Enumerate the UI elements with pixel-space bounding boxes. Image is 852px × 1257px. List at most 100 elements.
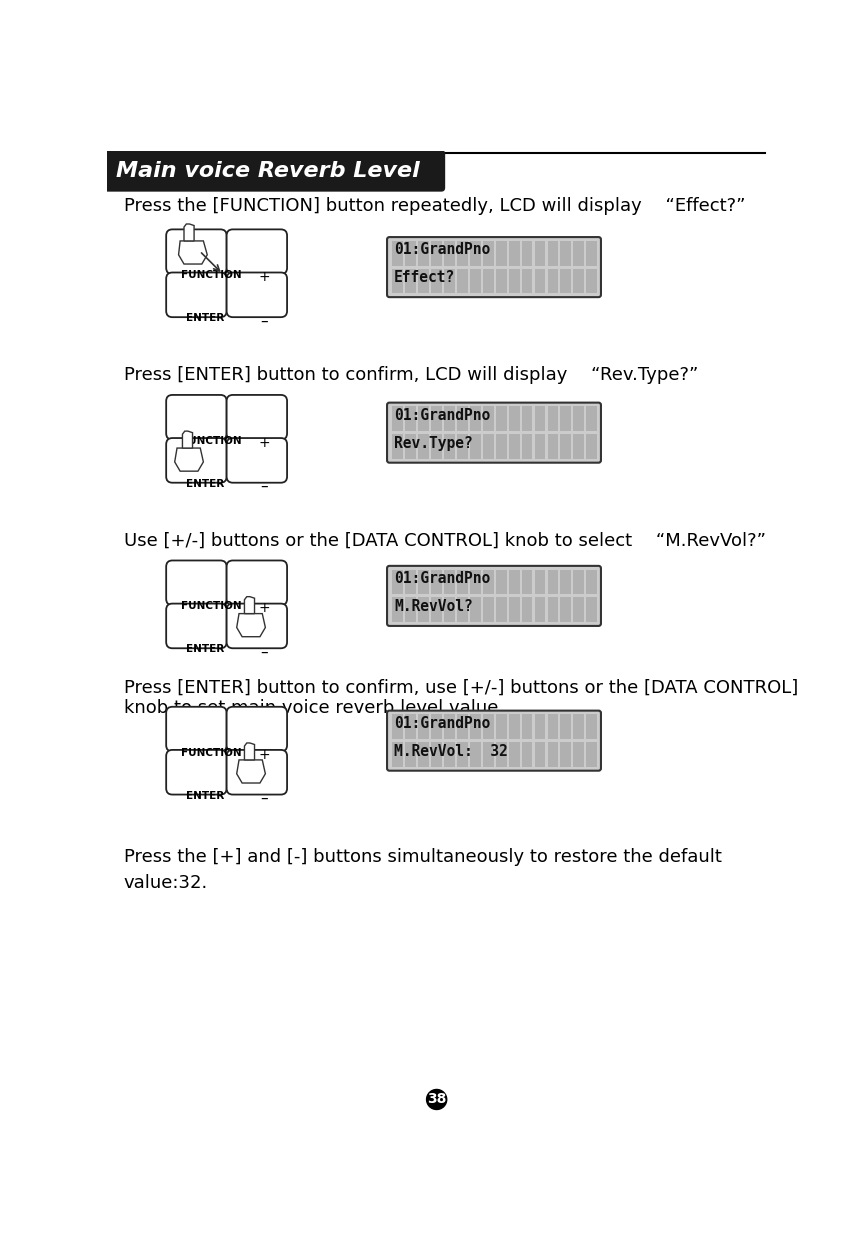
Bar xyxy=(521,569,532,595)
Bar xyxy=(534,714,545,739)
Bar xyxy=(548,569,558,595)
Bar xyxy=(496,269,507,293)
Text: FUNCTION: FUNCTION xyxy=(181,436,241,446)
Text: –: – xyxy=(261,479,268,494)
Bar xyxy=(444,241,455,265)
Bar xyxy=(561,269,571,293)
Text: –: – xyxy=(261,313,268,328)
Bar xyxy=(444,742,455,767)
Bar xyxy=(548,241,558,265)
Bar xyxy=(470,406,481,431)
Bar xyxy=(573,241,584,265)
Text: –: – xyxy=(261,645,268,660)
Bar xyxy=(561,241,571,265)
FancyBboxPatch shape xyxy=(227,750,287,794)
Bar xyxy=(457,742,468,767)
Bar xyxy=(470,569,481,595)
Bar xyxy=(418,406,429,431)
FancyBboxPatch shape xyxy=(166,603,227,649)
Bar xyxy=(534,269,545,293)
Polygon shape xyxy=(184,224,194,241)
Text: Press [ENTER] button to confirm, use [+/-] buttons or the [DATA CONTROL]
knob to: Press [ENTER] button to confirm, use [+/… xyxy=(124,679,797,716)
Bar xyxy=(483,742,493,767)
Text: Main voice Reverb Level: Main voice Reverb Level xyxy=(116,161,419,181)
Text: Press [ENTER] button to confirm, LCD will display  “Rev.Type?”: Press [ENTER] button to confirm, LCD wil… xyxy=(124,367,698,385)
FancyBboxPatch shape xyxy=(387,566,601,626)
Bar xyxy=(496,742,507,767)
Bar xyxy=(483,569,493,595)
Text: ENTER: ENTER xyxy=(186,791,224,801)
Text: +: + xyxy=(258,601,270,615)
Text: 01:GrandPno: 01:GrandPno xyxy=(394,409,490,424)
Bar xyxy=(521,241,532,265)
Text: Use [+/-] buttons or the [DATA CONTROL] knob to select  “M.RevVol?”: Use [+/-] buttons or the [DATA CONTROL] … xyxy=(124,532,766,551)
Text: 01:GrandPno: 01:GrandPno xyxy=(394,571,490,586)
Bar xyxy=(548,714,558,739)
Bar xyxy=(483,406,493,431)
FancyBboxPatch shape xyxy=(166,437,227,483)
Bar xyxy=(521,269,532,293)
Bar xyxy=(418,434,429,459)
Text: ENTER: ENTER xyxy=(186,479,224,489)
Polygon shape xyxy=(182,431,193,447)
Circle shape xyxy=(427,1090,446,1110)
Bar xyxy=(483,597,493,622)
Bar xyxy=(509,714,520,739)
Bar xyxy=(457,241,468,265)
FancyBboxPatch shape xyxy=(104,150,446,191)
Bar xyxy=(393,241,403,265)
Text: –: – xyxy=(261,791,268,806)
Bar xyxy=(406,269,416,293)
FancyBboxPatch shape xyxy=(227,273,287,317)
Bar xyxy=(431,406,442,431)
Bar xyxy=(586,714,597,739)
Text: M.RevVol?: M.RevVol? xyxy=(394,600,473,613)
Bar xyxy=(393,269,403,293)
Bar xyxy=(470,597,481,622)
Bar xyxy=(548,434,558,459)
Bar xyxy=(521,714,532,739)
FancyBboxPatch shape xyxy=(166,706,227,752)
FancyBboxPatch shape xyxy=(227,561,287,605)
FancyBboxPatch shape xyxy=(166,750,227,794)
Bar xyxy=(431,269,442,293)
FancyBboxPatch shape xyxy=(166,273,227,317)
Bar xyxy=(521,742,532,767)
Text: +: + xyxy=(258,436,270,450)
Bar xyxy=(393,597,403,622)
Bar xyxy=(444,269,455,293)
FancyBboxPatch shape xyxy=(387,710,601,771)
Bar xyxy=(406,406,416,431)
Bar xyxy=(496,241,507,265)
Bar xyxy=(393,434,403,459)
Bar xyxy=(561,597,571,622)
Bar xyxy=(586,269,597,293)
Bar xyxy=(444,406,455,431)
FancyBboxPatch shape xyxy=(227,229,287,274)
Text: 01:GrandPno: 01:GrandPno xyxy=(394,716,490,732)
Bar xyxy=(521,406,532,431)
Bar xyxy=(496,569,507,595)
Bar xyxy=(586,406,597,431)
Bar xyxy=(548,742,558,767)
Bar xyxy=(548,406,558,431)
Bar xyxy=(393,569,403,595)
Bar xyxy=(586,241,597,265)
Text: M.RevVol:  32: M.RevVol: 32 xyxy=(394,744,508,759)
Text: 38: 38 xyxy=(427,1092,446,1106)
Bar xyxy=(509,569,520,595)
Bar xyxy=(496,714,507,739)
FancyBboxPatch shape xyxy=(387,402,601,463)
Bar xyxy=(406,714,416,739)
Bar xyxy=(418,714,429,739)
Bar xyxy=(509,269,520,293)
Bar xyxy=(406,569,416,595)
Bar xyxy=(406,434,416,459)
Bar xyxy=(418,241,429,265)
FancyBboxPatch shape xyxy=(227,603,287,649)
Bar xyxy=(548,269,558,293)
Bar xyxy=(496,597,507,622)
Polygon shape xyxy=(237,613,265,637)
Bar xyxy=(573,742,584,767)
Bar xyxy=(534,569,545,595)
